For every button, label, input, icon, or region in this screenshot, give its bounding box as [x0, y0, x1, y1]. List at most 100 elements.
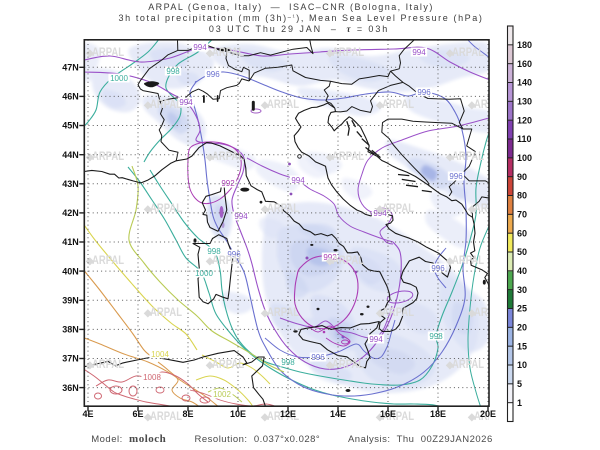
svg-text:1002: 1002 — [213, 390, 231, 399]
svg-text:15: 15 — [517, 341, 527, 351]
svg-text:ARPAL: ARPAL — [92, 151, 124, 163]
svg-text:130: 130 — [517, 97, 532, 107]
svg-text:◆: ◆ — [85, 48, 94, 59]
svg-text:998: 998 — [429, 332, 443, 341]
svg-text:ARPAL: ARPAL — [150, 99, 182, 111]
svg-text:42N: 42N — [62, 208, 79, 218]
svg-text:140: 140 — [517, 78, 532, 88]
svg-text:◆: ◆ — [445, 360, 454, 371]
svg-text:ARPAL: ARPAL — [267, 307, 299, 319]
svg-text:47N: 47N — [62, 63, 79, 73]
svg-text:◆: ◆ — [143, 100, 152, 111]
svg-text:90: 90 — [517, 172, 527, 182]
svg-text:20E: 20E — [480, 409, 496, 419]
svg-text:998: 998 — [207, 247, 221, 256]
svg-text:ARPAL: ARPAL — [382, 203, 414, 215]
svg-text:ARPAL: ARPAL — [212, 47, 244, 59]
svg-text:◆: ◆ — [205, 256, 214, 267]
svg-text:994: 994 — [373, 209, 387, 218]
svg-text:50: 50 — [517, 247, 527, 257]
svg-text:ARPAL: ARPAL — [92, 255, 124, 267]
svg-text:40N: 40N — [62, 266, 79, 276]
svg-text:◆: ◆ — [260, 308, 269, 319]
svg-text:998: 998 — [166, 67, 180, 76]
svg-text:10: 10 — [517, 360, 527, 370]
svg-text:ARPAL: ARPAL — [212, 151, 244, 163]
svg-text:996: 996 — [449, 172, 463, 181]
svg-text:◆: ◆ — [260, 100, 269, 111]
svg-text:◆: ◆ — [325, 152, 334, 163]
svg-text:◆: ◆ — [85, 256, 94, 267]
svg-text:5: 5 — [517, 379, 522, 389]
svg-text:◆: ◆ — [260, 412, 269, 423]
svg-text:6E: 6E — [132, 409, 143, 419]
svg-text:ARPAL: ARPAL — [332, 151, 364, 163]
svg-text:16E: 16E — [380, 409, 396, 419]
svg-text:160: 160 — [517, 59, 532, 69]
svg-text:1000: 1000 — [110, 74, 128, 83]
svg-text:70: 70 — [517, 210, 527, 220]
svg-text:994: 994 — [369, 335, 383, 344]
svg-text:1000: 1000 — [195, 269, 213, 278]
svg-text:ARPAL: ARPAL — [267, 99, 299, 111]
svg-text:ARPAL: ARPAL — [212, 359, 244, 371]
svg-text:◆: ◆ — [445, 256, 454, 267]
svg-text:◆: ◆ — [325, 256, 334, 267]
svg-text:4E: 4E — [82, 409, 93, 419]
svg-text:ARPAL: ARPAL — [212, 255, 244, 267]
svg-text:ARPAL: ARPAL — [332, 47, 364, 59]
svg-text:◆: ◆ — [467, 204, 476, 215]
svg-text:18E: 18E — [430, 409, 446, 419]
svg-text:100: 100 — [517, 153, 532, 163]
svg-text:994: 994 — [412, 48, 426, 57]
svg-text:◆: ◆ — [445, 48, 454, 59]
svg-text:996: 996 — [431, 264, 445, 273]
svg-text:30: 30 — [517, 285, 527, 295]
svg-text:◆: ◆ — [205, 152, 214, 163]
svg-text:60: 60 — [517, 228, 527, 238]
svg-text:ARPAL: ARPAL — [382, 307, 414, 319]
svg-text:996: 996 — [311, 353, 325, 362]
svg-text:◆: ◆ — [375, 100, 384, 111]
svg-text:46N: 46N — [62, 92, 79, 102]
svg-text:ARPAL: ARPAL — [150, 411, 182, 423]
svg-text:◆: ◆ — [445, 152, 454, 163]
svg-text:ARPAL: ARPAL — [267, 411, 299, 423]
svg-text:36N: 36N — [62, 383, 79, 393]
svg-text:ARPAL: ARPAL — [150, 203, 182, 215]
svg-text:◆: ◆ — [85, 360, 94, 371]
svg-text:45N: 45N — [62, 121, 79, 131]
svg-text:994: 994 — [291, 176, 305, 185]
svg-text:◆: ◆ — [205, 360, 214, 371]
svg-text:ARPAL: ARPAL — [474, 307, 506, 319]
svg-text:ARPAL: ARPAL — [452, 359, 484, 371]
svg-text:120: 120 — [517, 115, 532, 125]
svg-text:◆: ◆ — [467, 308, 476, 319]
svg-text:180: 180 — [517, 40, 532, 50]
svg-text:ARPAL: ARPAL — [382, 411, 414, 423]
svg-text:◆: ◆ — [143, 308, 152, 319]
svg-text:◆: ◆ — [467, 412, 476, 423]
svg-text:1008: 1008 — [143, 373, 161, 382]
svg-text:992: 992 — [221, 179, 235, 188]
svg-text:ARPAL: ARPAL — [452, 255, 484, 267]
svg-text:1004: 1004 — [151, 350, 169, 359]
svg-text:1: 1 — [517, 398, 522, 408]
svg-text:ARPAL: ARPAL — [332, 255, 364, 267]
svg-text:◆: ◆ — [467, 100, 476, 111]
svg-text:ARPAL: ARPAL — [92, 47, 124, 59]
svg-text:◆: ◆ — [325, 360, 334, 371]
svg-text:◆: ◆ — [143, 412, 152, 423]
svg-text:◆: ◆ — [375, 412, 384, 423]
svg-text:996: 996 — [417, 88, 431, 97]
svg-text:ARPAL: ARPAL — [332, 359, 364, 371]
svg-text:12E: 12E — [280, 409, 296, 419]
svg-text:14E: 14E — [330, 409, 346, 419]
svg-text:994: 994 — [179, 98, 193, 107]
svg-text:◆: ◆ — [260, 204, 269, 215]
svg-text:ARPAL: ARPAL — [474, 99, 506, 111]
svg-text:ARPAL: ARPAL — [474, 203, 506, 215]
svg-text:ARPAL: ARPAL — [382, 99, 414, 111]
svg-text:ARPAL: ARPAL — [150, 307, 182, 319]
svg-text:992: 992 — [323, 253, 337, 262]
